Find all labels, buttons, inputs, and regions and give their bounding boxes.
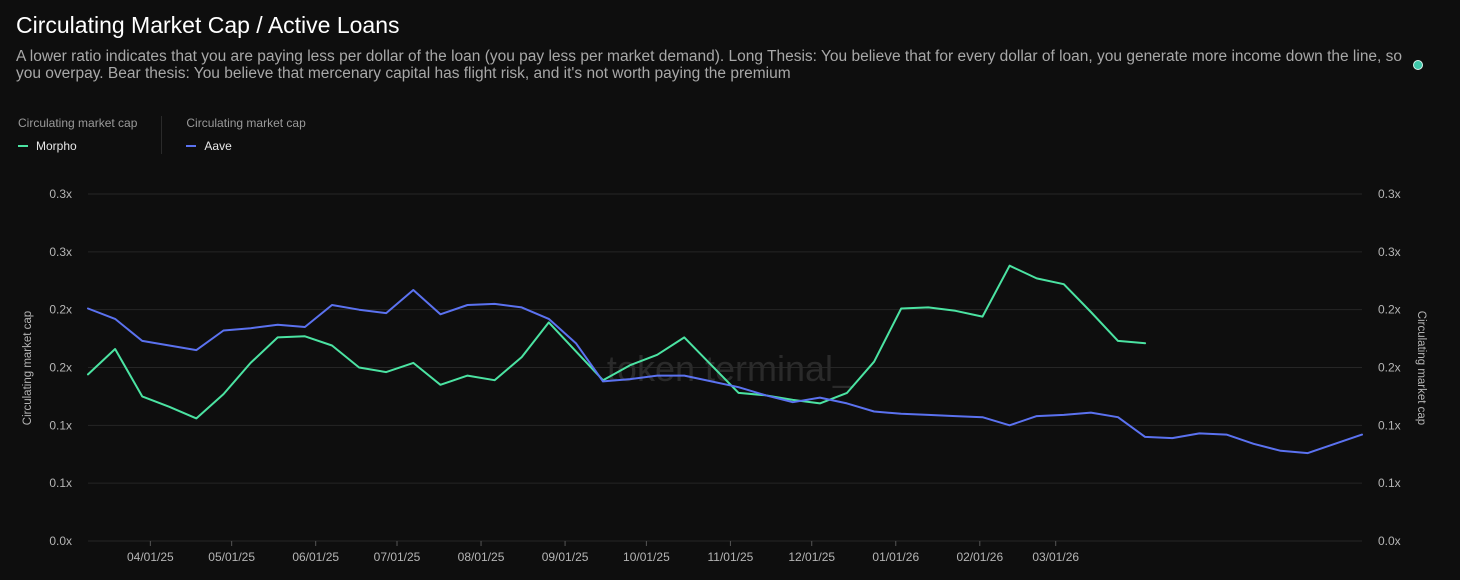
legend-item-morpho[interactable]: Circulating market cap Morpho (18, 116, 163, 154)
x-tick-label: 09/01/25 (542, 550, 589, 564)
chart-description: A lower ratio indicates that you are pay… (16, 48, 1403, 82)
x-tick-label: 12/01/25 (788, 550, 835, 564)
y-tick-label-left: 0.2x (49, 361, 72, 375)
legend-item-aave[interactable]: Circulating market cap Aave (186, 116, 329, 154)
legend-swatch-aave (186, 145, 197, 147)
series-line-aave[interactable] (87, 289, 1363, 455)
x-tick-label: 05/01/25 (208, 550, 255, 564)
legend-group-label: Circulating market cap (186, 116, 306, 130)
x-tick-label: 11/01/25 (708, 550, 754, 564)
y-tick-label-left: 0.2x (49, 303, 72, 317)
watermark: token terminal_ (607, 348, 854, 389)
y-axis-title-right: Circulating market cap (1415, 311, 1427, 425)
x-tick-label: 08/01/25 (458, 550, 505, 564)
y-tick-label-right: 0.1x (1378, 418, 1401, 432)
x-tick-label: 06/01/25 (292, 550, 339, 564)
y-axis-right: 0.0x 0.1x 0.1x 0.2x 0.2x 0.3x 0.3x (1378, 187, 1401, 548)
y-tick-label-right: 0.2x (1378, 303, 1401, 317)
y-tick-label-right: 0.2x (1378, 361, 1401, 375)
series-lines (87, 264, 1363, 455)
x-tick-label: 07/01/25 (374, 550, 421, 564)
gridlines (88, 193, 1362, 542)
x-tick-label: 02/01/26 (956, 550, 1003, 564)
page-title: Circulating Market Cap / Active Loans (16, 12, 400, 38)
y-tick-label-left: 0.1x (49, 418, 72, 432)
x-axis: 04/01/25 05/01/25 06/01/25 07/01/25 08/01/25… (127, 541, 1079, 564)
x-tick-label: 10/01/25 (623, 550, 670, 564)
y-tick-label-left: 0.3x (49, 245, 72, 259)
y-tick-label-right: 0.3x (1378, 245, 1401, 259)
legend-group-label: Circulating market cap (18, 116, 138, 130)
legend-series-name: Aave (204, 139, 232, 153)
status-indicator (1413, 60, 1423, 70)
y-axis-title-left: Circulating market cap (22, 311, 34, 425)
x-tick-label: 04/01/25 (127, 550, 174, 564)
series-line-morpho[interactable] (87, 264, 1147, 420)
y-tick-label-right: 0.0x (1378, 534, 1401, 548)
y-tick-label-left: 0.3x (49, 187, 72, 201)
y-tick-label-right: 0.3x (1378, 187, 1401, 201)
x-tick-label: 01/01/26 (872, 550, 919, 564)
x-tick-label: 03/01/26 (1032, 550, 1079, 564)
legend: Circulating market cap Morpho Circulatin… (18, 116, 354, 154)
legend-series-name: Morpho (36, 139, 77, 153)
y-axis-left: 0.0x 0.1x 0.1x 0.2x 0.2x 0.3x 0.3x (49, 187, 72, 548)
y-tick-label-left: 0.1x (49, 476, 72, 490)
legend-swatch-morpho (18, 145, 28, 147)
y-tick-label-left: 0.0x (49, 534, 72, 548)
y-tick-label-right: 0.1x (1378, 476, 1401, 490)
